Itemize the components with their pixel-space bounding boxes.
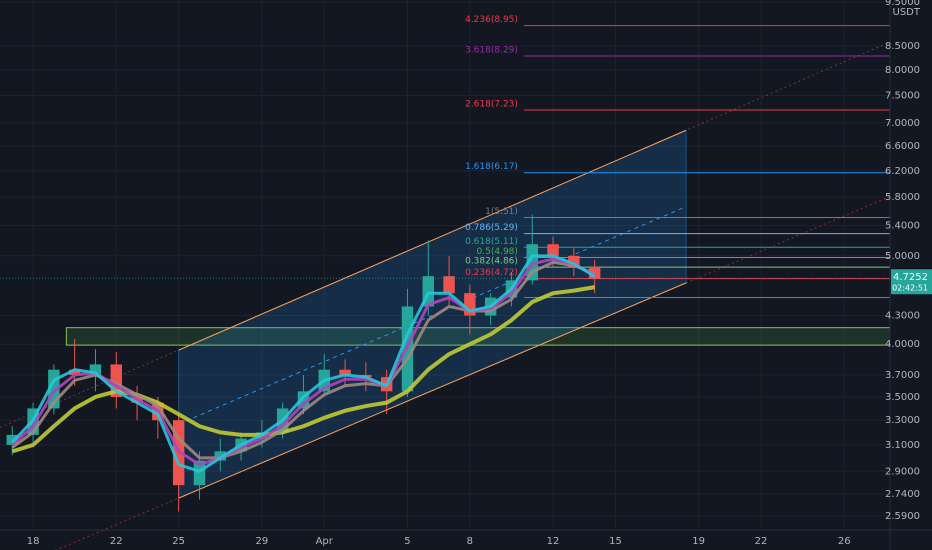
x-tick-label: 25 — [172, 536, 185, 547]
y-tick-label: 6.2000 — [885, 166, 920, 177]
channel-line — [178, 282, 687, 499]
y-tick-label: 2.5900 — [885, 511, 920, 522]
y-unit: USDT — [893, 7, 921, 18]
price-label: 4.7252 — [893, 272, 928, 283]
x-tick-label: 22 — [110, 536, 123, 547]
y-tick-label: 2.9000 — [885, 466, 920, 477]
channel-line — [178, 129, 687, 351]
y-tick-label: 3.1000 — [885, 440, 920, 451]
x-tick-label: 5 — [404, 536, 410, 547]
fib-label: 4.236(8.95) — [465, 15, 518, 25]
channel-extension — [55, 196, 891, 550]
candle-body — [48, 369, 60, 409]
y-tick-label: 3.3000 — [885, 415, 920, 426]
candle-body — [339, 369, 351, 375]
candle-body — [464, 293, 476, 316]
candle-body — [214, 451, 226, 461]
y-tick-label: 9.5000 — [885, 0, 920, 8]
moving-average — [11, 257, 596, 467]
candle-body — [443, 276, 455, 294]
fib-label: 0.236(4.72) — [465, 268, 518, 278]
y-tick-label: 5.8000 — [885, 192, 920, 203]
price-box — [891, 269, 932, 295]
x-tick-label: 19 — [692, 536, 705, 547]
y-tick-label: 8.0000 — [885, 65, 920, 76]
moving-average — [11, 254, 596, 473]
candle-body — [193, 460, 206, 486]
candle-body — [68, 369, 81, 375]
candle-body — [89, 364, 102, 375]
channel-extension — [0, 41, 891, 428]
y-tick-label: 8.5000 — [885, 41, 920, 52]
countdown: 02:42:51 — [892, 284, 928, 293]
candle-body — [547, 244, 559, 256]
y-tick-label: 3.7000 — [885, 370, 920, 381]
candle-body — [422, 276, 434, 307]
fib-label: 3.618(8.29) — [465, 45, 518, 55]
fib-label: 0.5(4.98) — [477, 247, 518, 257]
y-tick-label: 7.0000 — [885, 118, 920, 129]
x-tick-label: 29 — [255, 536, 268, 547]
y-tick-label: 3.5000 — [885, 392, 920, 403]
x-tick-label: 12 — [547, 536, 560, 547]
moving-average — [11, 285, 595, 454]
fib-label: 0.382(4.86) — [465, 257, 518, 267]
x-tick-label: 15 — [609, 536, 622, 547]
fib-label: 0.786(5.29) — [465, 223, 518, 233]
fib-label: 1.618(6.17) — [465, 162, 518, 172]
y-tick-label: 7.5000 — [885, 91, 920, 102]
fib-label: 2.618(7.23) — [465, 100, 518, 110]
candle-body — [110, 364, 122, 397]
y-tick-label: 5.0000 — [885, 251, 920, 262]
y-tick-label: 4.3000 — [885, 311, 920, 322]
candle-body — [297, 391, 310, 409]
y-tick-label: 6.6000 — [885, 141, 920, 152]
candle-body — [526, 244, 538, 281]
x-tick-label: Apr — [316, 536, 334, 547]
plot: 4.236(8.95) 3.618(8.29) 2.618(7.23) 1.618(6… — [0, 15, 891, 550]
x-tick-label: 18 — [27, 536, 40, 547]
fib-label: 1(5.51) — [485, 207, 518, 217]
y-tick-label: 4.0000 — [885, 339, 920, 350]
x-tick-label: 22 — [755, 536, 768, 547]
x-tick-label: 8 — [467, 536, 473, 547]
candle-body — [6, 434, 18, 445]
candle-body — [568, 255, 580, 268]
fib-label: 0.618(5.11) — [465, 237, 518, 247]
x-tick-label: 26 — [838, 536, 851, 547]
y-tick-label: 5.4000 — [885, 220, 920, 231]
y-tick-label: 2.7400 — [885, 489, 920, 500]
